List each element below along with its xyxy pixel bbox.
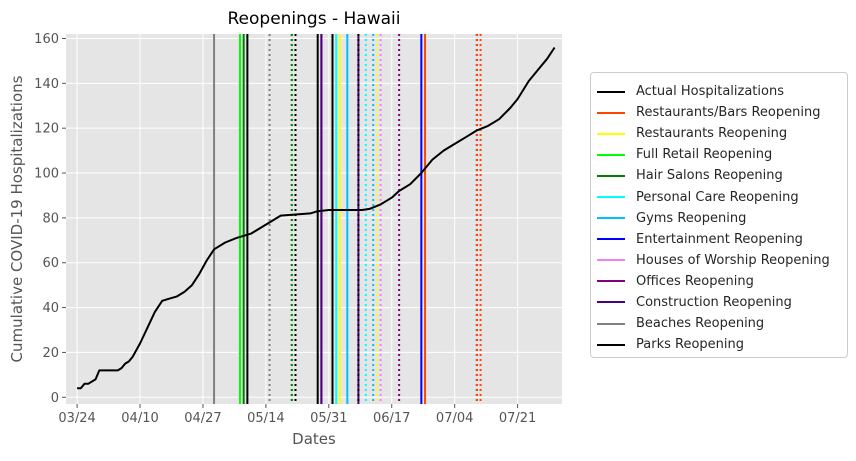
x-tick-label: 05/31 — [310, 411, 347, 426]
legend-label: Hair Salons Reopening — [636, 168, 783, 184]
legend-item: Actual Hospitalizations — [597, 81, 841, 102]
legend-swatch — [597, 238, 625, 241]
x-tick-label: 03/24 — [58, 411, 95, 426]
y-tick-label: 60 — [42, 256, 59, 271]
legend-label: Houses of Worship Reopening — [636, 252, 830, 268]
legend-swatch — [597, 280, 625, 283]
legend-label: Offices Reopening — [636, 273, 754, 289]
legend-label: Restaurants Reopening — [636, 126, 788, 142]
x-tick-label: 04/10 — [121, 411, 158, 426]
legend-item: Beaches Reopening — [597, 313, 841, 334]
legend-label: Gyms Reopening — [636, 210, 747, 226]
legend-item: Offices Reopening — [597, 271, 841, 292]
legend-label: Full Retail Reopening — [636, 147, 773, 163]
legend: Actual Hospitalizations Restaurants/Bars … — [590, 72, 848, 358]
legend-item: Construction Reopening — [597, 292, 841, 313]
x-tick-label: 07/21 — [499, 411, 536, 426]
legend-label: Beaches Reopening — [636, 316, 765, 332]
legend-swatch — [597, 132, 625, 135]
legend-swatch — [597, 90, 625, 93]
legend-item: Parks Reopening — [597, 334, 841, 355]
legend-label: Actual Hospitalizations — [636, 84, 784, 100]
x-tick-label: 04/27 — [184, 411, 221, 426]
legend-swatch — [597, 196, 625, 199]
legend-swatch — [597, 301, 625, 304]
y-tick-label: 100 — [34, 167, 59, 182]
legend-label: Entertainment Reopening — [636, 231, 803, 247]
chart-title: Reopenings - Hawaii — [228, 9, 401, 29]
legend-swatch — [597, 259, 625, 262]
legend-item: Restaurants/Bars Reopening — [597, 102, 841, 123]
y-tick-label: 40 — [42, 301, 59, 316]
x-tick-label: 06/17 — [373, 411, 410, 426]
legend-label: Personal Care Reopening — [636, 189, 799, 205]
legend-swatch — [597, 217, 625, 220]
legend-swatch — [597, 153, 625, 156]
legend-swatch — [597, 322, 625, 325]
x-tick-label: 05/14 — [247, 411, 284, 426]
y-tick-label: 0 — [51, 391, 59, 406]
legend-item: Personal Care Reopening — [597, 186, 841, 207]
y-tick-label: 160 — [34, 32, 59, 47]
legend-label: Construction Reopening — [636, 294, 792, 310]
y-tick-label: 20 — [42, 346, 59, 361]
plot-area — [66, 34, 562, 404]
legend-item: Houses of Worship Reopening — [597, 250, 841, 271]
legend-item: Restaurants Reopening — [597, 123, 841, 144]
legend-item: Entertainment Reopening — [597, 229, 841, 250]
series-line-actual-hospitalizations — [77, 46, 556, 390]
x-axis-label: Dates — [292, 430, 336, 448]
legend-label: Restaurants/Bars Reopening — [636, 105, 821, 121]
x-tick-label: 07/04 — [436, 411, 473, 426]
legend-swatch — [597, 111, 625, 114]
legend-swatch — [597, 343, 625, 346]
y-tick-label: 80 — [42, 211, 59, 226]
y-tick-label: 120 — [34, 122, 59, 137]
legend-item: Full Retail Reopening — [597, 144, 841, 165]
y-axis-label: Cumulative COVID-19 Hospitalizations — [8, 75, 26, 362]
legend-item: Hair Salons Reopening — [597, 165, 841, 186]
legend-item: Gyms Reopening — [597, 208, 841, 229]
legend-label: Parks Reopening — [636, 337, 744, 353]
legend-swatch — [597, 174, 625, 177]
y-tick-label: 140 — [34, 77, 59, 92]
